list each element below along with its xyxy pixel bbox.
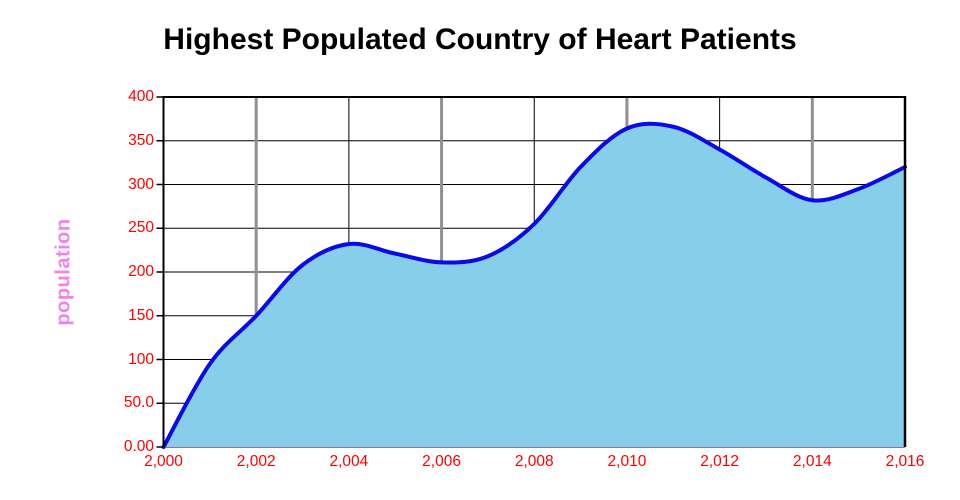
y-tick-label: 300 bbox=[128, 175, 154, 193]
x-tick-label: 2,006 bbox=[422, 453, 461, 470]
chart-title: Highest Populated Country of Heart Patie… bbox=[163, 23, 797, 56]
y-tick-label: 350 bbox=[128, 131, 154, 149]
y-tick-label: 200 bbox=[128, 263, 154, 280]
y-tick-label: 250 bbox=[128, 219, 154, 237]
x-tick-label: 2,004 bbox=[329, 453, 369, 470]
y-tick-label: 400 bbox=[128, 88, 154, 105]
x-tick-label: 2,016 bbox=[885, 453, 925, 470]
y-tick-label: 0.00 bbox=[123, 438, 154, 455]
x-tick-label: 2,012 bbox=[700, 453, 740, 470]
x-tick-label: 2,014 bbox=[792, 453, 832, 470]
area-fill bbox=[163, 123, 905, 448]
x-tick-label: 2,000 bbox=[144, 453, 183, 470]
y-tick-label: 50.0 bbox=[123, 394, 154, 412]
y-tick-label: 100 bbox=[128, 350, 154, 368]
y-tick-label: 150 bbox=[128, 306, 154, 324]
data-line bbox=[161, 121, 907, 449]
x-tick-label: 2,008 bbox=[514, 453, 554, 470]
x-tick-label: 2,002 bbox=[236, 453, 276, 470]
x-tick-label: 2,010 bbox=[607, 453, 647, 470]
